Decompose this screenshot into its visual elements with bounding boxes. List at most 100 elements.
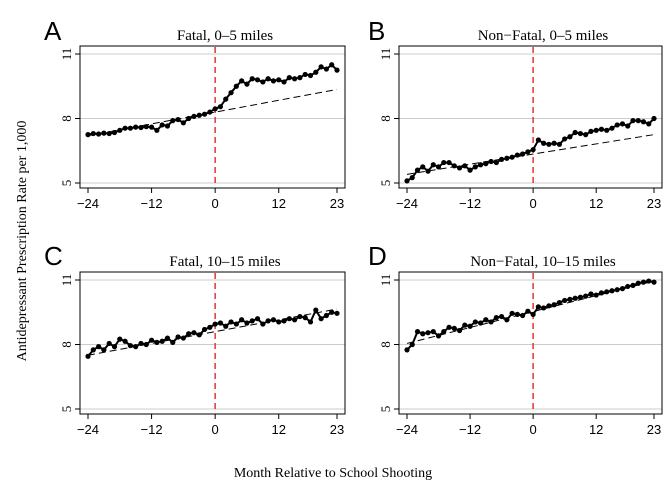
data-point [170, 118, 176, 124]
data-point [572, 295, 578, 301]
data-point [546, 141, 552, 147]
data-point [530, 147, 536, 153]
x-tick-label: 0 [530, 422, 537, 437]
panel-title: Non−Fatal, 10–15 miles [470, 254, 616, 270]
panel-letter: D [368, 241, 387, 271]
data-point [441, 329, 447, 335]
y-tick-label: 5 [59, 406, 74, 413]
x-tick-label: 0 [212, 196, 219, 211]
data-point [164, 335, 171, 341]
data-point [614, 287, 620, 293]
data-point [409, 175, 415, 181]
y-tick-label: 8 [378, 115, 393, 122]
data-point [446, 324, 452, 330]
data-point [441, 159, 447, 166]
data-point [334, 310, 340, 316]
data-point [307, 319, 314, 325]
data-point [535, 137, 541, 143]
data-point [95, 344, 102, 350]
data-point [154, 127, 160, 133]
data-point [207, 324, 213, 330]
data-point [148, 124, 155, 130]
data-point [323, 66, 330, 72]
data-point [525, 149, 531, 155]
y-tick-label: 11 [378, 48, 393, 61]
data-point [646, 121, 652, 127]
data-point [588, 291, 594, 297]
data-point [122, 338, 128, 344]
data-point [593, 292, 599, 298]
data-point [404, 347, 410, 353]
data-point [170, 339, 176, 345]
panel-title: Fatal, 0–5 miles [177, 28, 273, 44]
data-point [635, 280, 641, 286]
plot-frame [79, 271, 346, 415]
trend-line [87, 308, 338, 356]
data-point [228, 319, 234, 325]
y-tick-label: 5 [378, 406, 393, 413]
plot-frame [398, 271, 663, 415]
data-point [138, 124, 144, 131]
data-point [201, 326, 208, 333]
data-point [467, 167, 473, 173]
panel-letter: A [44, 16, 62, 46]
y-tick-label: 8 [378, 341, 393, 348]
x-tick-label: 12 [589, 196, 603, 211]
data-point [577, 130, 584, 137]
data-point [90, 347, 96, 353]
data-point [435, 333, 442, 339]
x-tick-label: −12 [141, 196, 163, 211]
data-point [609, 125, 615, 131]
data-point [414, 329, 421, 335]
data-point [425, 330, 431, 336]
data-point [302, 71, 308, 78]
data-point [286, 316, 292, 322]
data-point [409, 341, 415, 348]
panel-letter: B [368, 16, 385, 46]
data-point [254, 316, 261, 322]
data-point [640, 119, 647, 125]
x-tick-label: 0 [530, 196, 537, 211]
data-point [567, 296, 573, 302]
data-point [535, 304, 541, 310]
data-point [191, 330, 197, 336]
data-point [472, 164, 478, 170]
x-tick-label: 12 [589, 422, 603, 437]
data-point [307, 72, 314, 79]
y-tick-label: 11 [59, 274, 74, 287]
x-tick-label: 23 [330, 196, 344, 211]
data-point [420, 331, 426, 337]
y-tick-label: 11 [59, 48, 74, 61]
panel-title: Fatal, 10–15 miles [169, 254, 280, 270]
data-point [95, 131, 102, 137]
data-point [551, 302, 557, 308]
x-tick-label: −24 [396, 196, 418, 211]
y-axis-title: Antidepressant Prescription Rate per 1,0… [15, 121, 30, 362]
panels-group: A Fatal, 0–5 miles 5 8 11 −24 −12 0 12 23 B Non−Fat… [44, 16, 663, 437]
data-point [625, 123, 631, 129]
data-point [520, 151, 526, 157]
data-point [562, 297, 568, 304]
data-point [286, 75, 292, 81]
trend-line [406, 134, 655, 175]
data-point [509, 154, 515, 160]
data-point [159, 122, 165, 128]
data-point [562, 136, 568, 142]
series-line [406, 117, 655, 182]
data-point [281, 79, 287, 85]
data-point [425, 168, 431, 174]
data-point [276, 319, 282, 325]
data-point [530, 311, 536, 317]
trend-line [87, 88, 338, 137]
data-point [239, 317, 245, 323]
x-tick-label: 12 [271, 196, 285, 211]
y-tick-label: 5 [378, 180, 393, 187]
data-point [446, 159, 452, 166]
data-point [302, 315, 308, 321]
x-tick-label: −12 [459, 422, 481, 437]
data-point [217, 320, 224, 326]
data-point [572, 129, 578, 136]
data-point [456, 165, 463, 171]
data-point [493, 159, 499, 166]
